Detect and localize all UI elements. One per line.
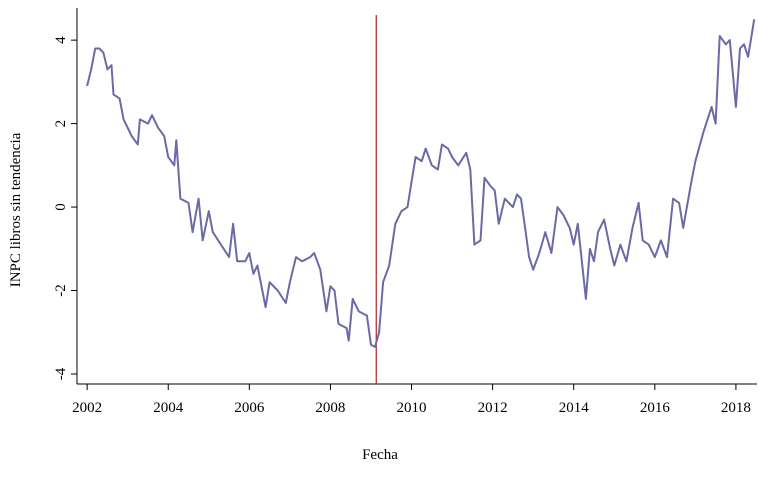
x-tick-label: 2004 [153, 400, 184, 416]
y-tick-label: 2 [53, 120, 69, 128]
x-tick-label: 2014 [559, 400, 590, 416]
y-tick-label: 4 [53, 36, 69, 44]
x-tick-label: 2006 [234, 400, 265, 416]
x-tick-label: 2018 [721, 400, 751, 416]
x-tick-label: 2008 [315, 400, 345, 416]
y-tick-label: -2 [53, 284, 69, 297]
y-tick-label: 0 [53, 203, 69, 211]
y-axis-label: INPC libros sin tendencia [8, 132, 24, 287]
y-tick-label: -4 [53, 367, 69, 380]
x-tick-label: 2016 [640, 400, 671, 416]
x-tick-label: 2012 [478, 400, 508, 416]
data-line [86, 19, 756, 348]
x-axis-label: Fecha [362, 447, 398, 463]
x-tick-label: 2010 [397, 400, 427, 416]
x-tick-label: 2002 [72, 400, 102, 416]
